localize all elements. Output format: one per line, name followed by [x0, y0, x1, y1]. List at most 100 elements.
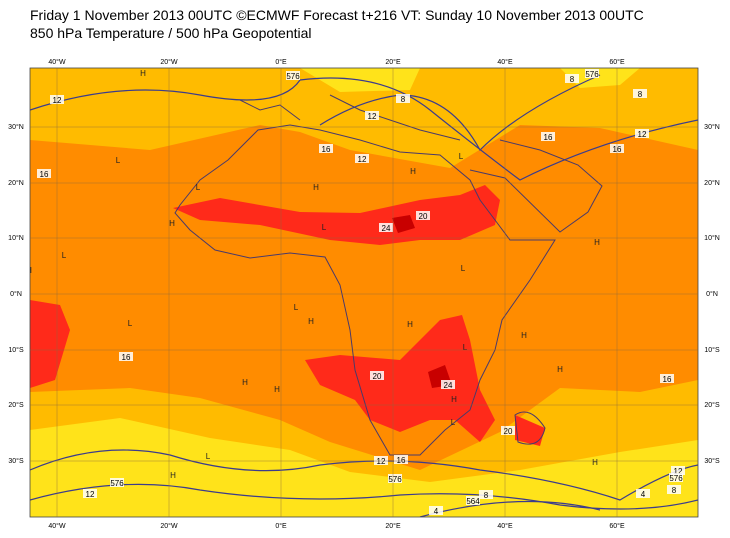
pressure-mark: H	[557, 365, 563, 374]
contour-label: 8	[638, 90, 643, 99]
contour-label-box	[355, 154, 369, 163]
pressure-mark: L	[463, 343, 468, 352]
contour-label: 20	[373, 372, 382, 381]
title-line1: Friday 1 November 2013 00UTC ©ECMWF Fore…	[30, 7, 644, 23]
lon-label-bottom: 60°E	[609, 522, 625, 530]
lat-label-left: 20°N	[8, 179, 24, 187]
contour-label: 8	[484, 491, 489, 500]
contour-label: 576	[388, 475, 402, 484]
pressure-mark: H	[313, 183, 319, 192]
lat-label-left: 0°N	[10, 290, 22, 298]
pressure-mark: H	[274, 385, 280, 394]
pressure-mark: L	[294, 303, 299, 312]
contour-label: 576	[585, 70, 599, 79]
pressure-mark: H	[170, 471, 176, 480]
contour-label-box	[667, 485, 681, 494]
contour-label: 20	[419, 212, 428, 221]
contour-label: 16	[397, 456, 406, 465]
pressure-mark: L	[459, 152, 464, 161]
lon-label-top: 20°E	[385, 58, 401, 66]
title-line2: 850 hPa Temperature / 500 hPa Geopotenti…	[30, 25, 312, 41]
pressure-mark: H	[410, 167, 416, 176]
pressure-mark: H	[592, 458, 598, 467]
lat-label-right: 0°N	[706, 290, 718, 298]
pressure-mark: H	[169, 219, 175, 228]
contour-label-box	[565, 74, 579, 83]
contour-label: 12	[86, 490, 95, 499]
pressure-mark: L	[128, 319, 133, 328]
lon-label-bottom: 20°W	[160, 522, 178, 530]
contour-label: 16	[544, 133, 553, 142]
lat-label-right: 20°N	[704, 179, 720, 187]
contour-label: 12	[368, 112, 377, 121]
contour-label-box	[441, 380, 455, 389]
contour-label-box	[501, 426, 515, 435]
contour-label-box	[479, 490, 493, 499]
lat-label-right: 30°S	[704, 457, 720, 465]
contour-label-box	[83, 489, 97, 498]
contour-label-box	[669, 473, 683, 482]
contour-label-box	[374, 456, 388, 465]
pressure-mark: H	[407, 320, 413, 329]
pressure-mark: H	[140, 69, 146, 78]
contour-label: 16	[40, 170, 49, 179]
contour-label-box	[365, 111, 379, 120]
contour-label-box	[37, 169, 51, 178]
coastlines	[174, 94, 603, 456]
contour-label: 576	[110, 479, 124, 488]
pressure-mark: H	[512, 61, 518, 70]
contour-label: 12	[674, 467, 683, 476]
pressure-mark: L	[116, 156, 121, 165]
contour-label-box	[671, 466, 685, 475]
contour-label: 12	[53, 96, 62, 105]
field-yellow	[30, 68, 698, 517]
lat-label-left: 30°S	[8, 457, 24, 465]
lon-label-top: 40°W	[48, 58, 66, 66]
contour-label-box	[466, 496, 480, 505]
contour-label: 12	[358, 155, 367, 164]
contour-label-box	[379, 223, 393, 232]
lon-label-bottom: 40°W	[48, 522, 66, 530]
lat-label-left: 10°N	[8, 234, 24, 242]
contour-label: 12	[377, 457, 386, 466]
lat-label-left: 30°N	[8, 123, 24, 131]
lon-label-bottom: 0°E	[275, 522, 287, 530]
pressure-mark: H	[521, 331, 527, 340]
lat-label-left: 10°S	[8, 346, 24, 354]
lat-label-right: 30°N	[704, 123, 720, 131]
pressure-mark: H	[594, 238, 600, 247]
lon-label-top: 20°W	[160, 58, 178, 66]
contour-label-box	[286, 71, 300, 80]
contour-label-box	[429, 506, 443, 515]
contour-label: 8	[401, 95, 406, 104]
field-red	[30, 185, 545, 446]
contour-label: 576	[286, 72, 300, 81]
contour-label-box	[416, 211, 430, 220]
lon-label-top: 60°E	[609, 58, 625, 66]
contour-label-box	[633, 89, 647, 98]
contour-label-box	[635, 129, 649, 138]
pressure-mark: L	[196, 183, 201, 192]
contour-label-box	[396, 94, 410, 103]
contour-label: 20	[504, 427, 513, 436]
pressure-mark: L	[451, 418, 456, 427]
pressure-mark: H	[308, 317, 314, 326]
pressure-mark: L	[62, 251, 67, 260]
contour-label-box	[541, 132, 555, 141]
contour-label-box	[636, 489, 650, 498]
contour-label: 4	[434, 507, 439, 516]
lon-label-top: 40°E	[497, 58, 513, 66]
lat-label-right: 20°S	[704, 401, 720, 409]
pressure-mark: H	[26, 266, 32, 275]
contour-label-box	[394, 455, 408, 464]
lon-label-bottom: 20°E	[385, 522, 401, 530]
contour-label: 24	[444, 381, 453, 390]
lat-label-right: 10°S	[704, 346, 720, 354]
contour-label: 16	[663, 375, 672, 384]
contour-label-box	[319, 144, 333, 153]
contour-label-box	[110, 478, 124, 487]
